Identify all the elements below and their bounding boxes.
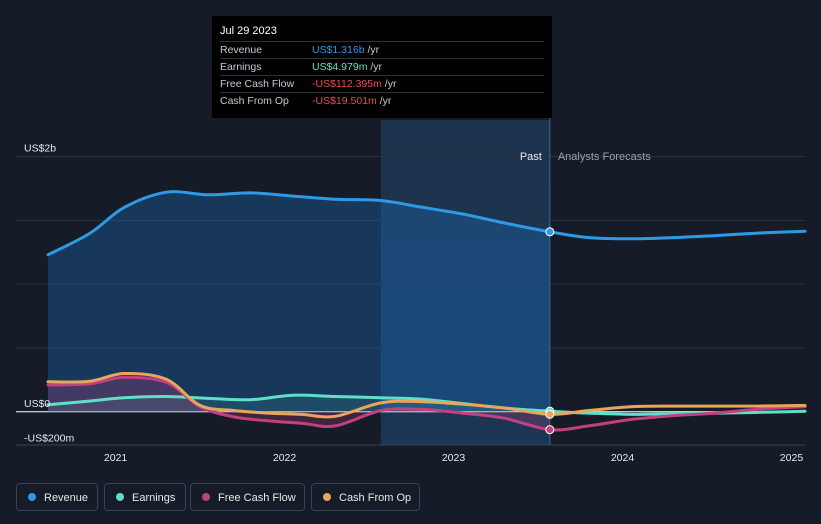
legend-label: Cash From Op <box>339 492 412 504</box>
tooltip-row-cash-from-op: Cash From Op -US$19.501m /yr <box>220 92 544 110</box>
x-tick-label: 2024 <box>611 452 635 464</box>
legend-item-earnings[interactable]: Earnings <box>104 483 186 511</box>
tooltip-row-revenue: Revenue US$1.316b /yr <box>220 41 544 59</box>
past-region-group <box>380 120 550 445</box>
tooltip-unit: /yr <box>384 78 397 90</box>
tooltip-value-number: -US$112.395m <box>312 78 382 90</box>
revenue-marker <box>545 227 555 237</box>
tooltip-unit: /yr <box>370 61 383 73</box>
free-cash-flow-line <box>46 375 807 432</box>
tooltip-unit: /yr <box>367 44 380 56</box>
earnings-area <box>48 395 550 412</box>
legend-dot-icon <box>28 493 36 501</box>
tooltip-value: -US$112.395m /yr <box>312 76 396 93</box>
tooltip-label: Earnings <box>220 61 262 73</box>
cursor-group <box>545 118 555 445</box>
y-tick-label: -US$200m <box>24 432 74 444</box>
legend-dot-icon <box>116 493 124 501</box>
legend-label: Earnings <box>132 492 176 504</box>
past-label: Past <box>520 151 542 163</box>
revenue-line <box>46 190 807 257</box>
legend-item-cash-from-op[interactable]: Cash From Op <box>311 483 420 511</box>
x-tick-label: 2023 <box>442 452 466 464</box>
tooltip-value: US$4.979m /yr <box>312 59 382 76</box>
tooltip-label: Free Cash Flow <box>220 78 295 90</box>
forecast-label: Analysts Forecasts <box>558 151 651 163</box>
tooltip-value-number: US$4.979m <box>312 61 368 73</box>
tooltip-label: Revenue <box>220 44 263 56</box>
legend-label: Revenue <box>44 492 89 504</box>
earnings-line <box>46 393 807 416</box>
axis-labels-group: US$2b US$0 -US$200m 2021 2022 2023 2024 2025 Pas… <box>24 142 803 464</box>
y-tick-label: US$2b <box>24 142 56 154</box>
y-tick-label: US$0 <box>24 398 50 410</box>
free-cash-flow-marker <box>545 425 555 435</box>
tooltip-row-earnings: Earnings US$4.979m /yr <box>220 58 544 76</box>
tooltip-value-number: -US$19.501m <box>312 95 377 107</box>
legend-item-free-cash-flow[interactable]: Free Cash Flow <box>190 483 305 511</box>
tooltip-unit: /yr <box>379 95 392 107</box>
cash-from-op-line <box>46 371 807 419</box>
tooltip-value-number: US$1.316b <box>312 44 365 56</box>
cash-from-op-marker <box>545 409 555 419</box>
tooltip-date: Jul 29 2023 <box>220 25 277 37</box>
tooltip-value: US$1.316b /yr <box>312 42 379 59</box>
tooltip: Jul 29 2023 Revenue US$1.316b /yr Earnin… <box>212 16 552 118</box>
legend-item-revenue[interactable]: Revenue <box>16 483 98 511</box>
tooltip-row-free-cash-flow: Free Cash Flow -US$112.395m /yr <box>220 75 544 93</box>
free-cash-flow-area <box>48 377 550 430</box>
tooltip-value: -US$19.501m /yr <box>312 93 391 110</box>
x-tick-label: 2025 <box>780 452 804 464</box>
x-tick-label: 2021 <box>104 452 128 464</box>
legend-label: Free Cash Flow <box>218 492 296 504</box>
legend-dot-icon <box>202 493 210 501</box>
tooltip-label: Cash From Op <box>220 95 289 107</box>
grid-group <box>16 155 805 446</box>
x-tick-label: 2022 <box>273 452 297 464</box>
revenue-area <box>48 191 550 412</box>
series-group <box>46 190 807 432</box>
past-highlight-region <box>380 120 550 445</box>
legend-dot-icon <box>323 493 331 501</box>
